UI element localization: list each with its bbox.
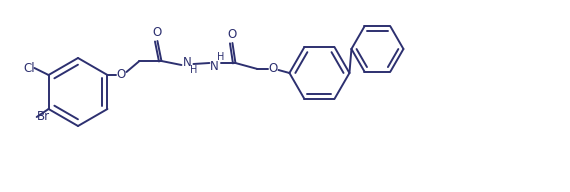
- Text: O: O: [269, 63, 278, 75]
- Text: N: N: [210, 60, 219, 73]
- Text: O: O: [117, 69, 126, 81]
- Text: H: H: [217, 52, 224, 62]
- Text: Br: Br: [37, 111, 50, 123]
- Text: O: O: [153, 26, 162, 40]
- Text: N: N: [183, 55, 192, 69]
- Text: O: O: [228, 28, 237, 41]
- Text: H: H: [190, 65, 197, 75]
- Text: Cl: Cl: [23, 61, 35, 74]
